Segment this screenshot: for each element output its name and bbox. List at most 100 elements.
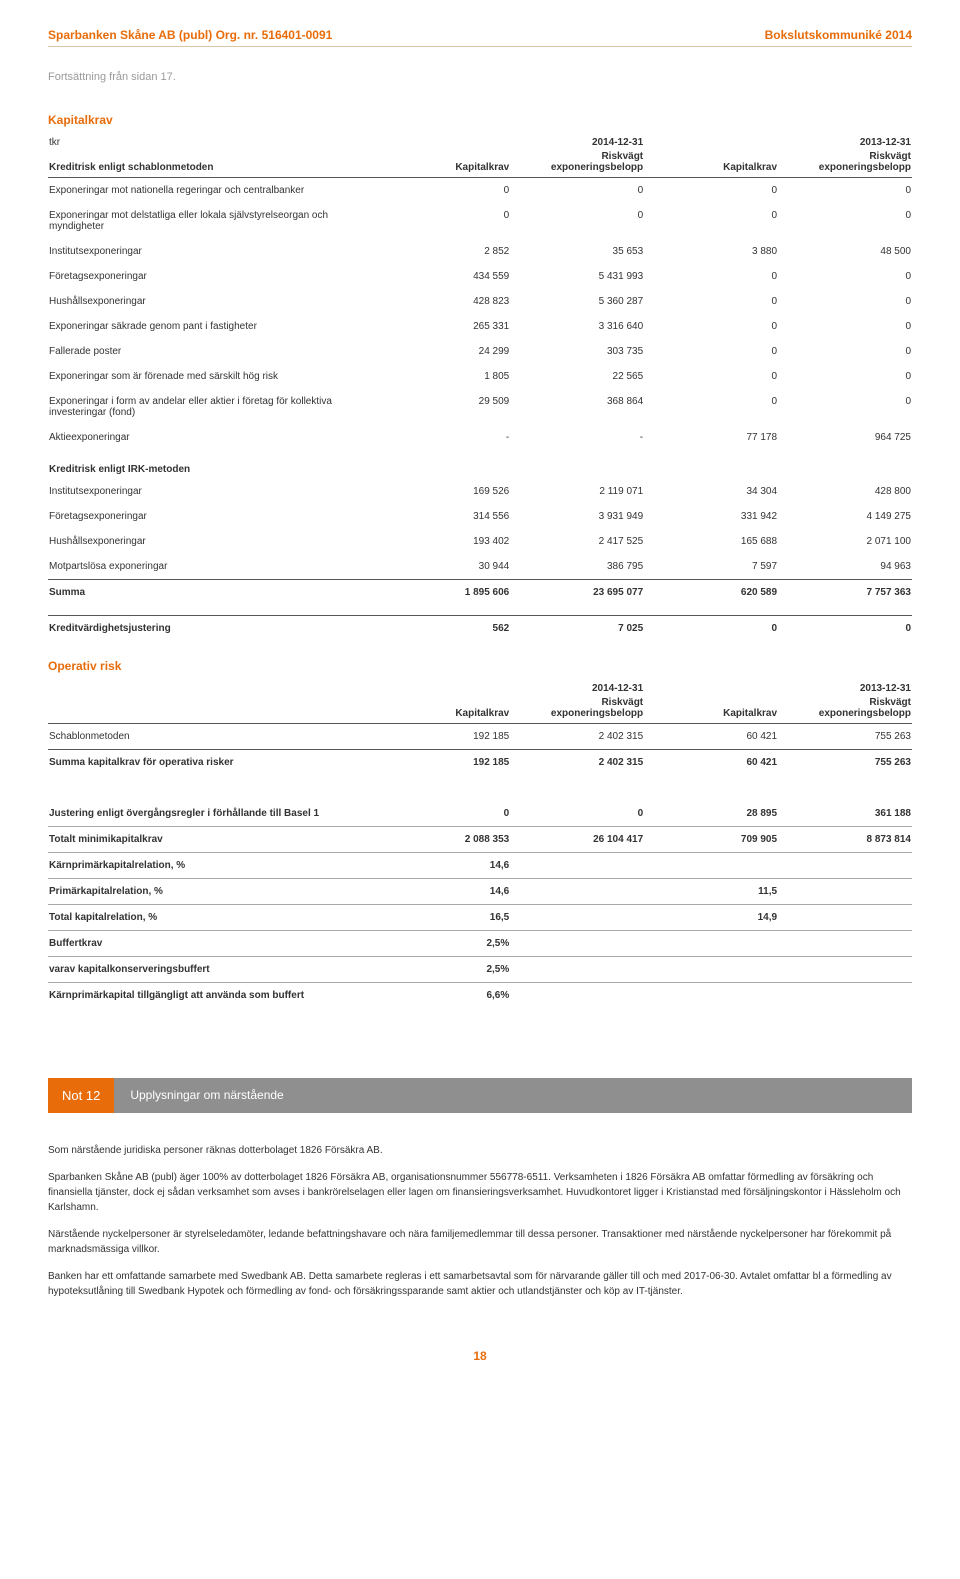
row-value: 303 735 (510, 339, 644, 364)
note-12-header: Not 12 Upplysningar om närstående (48, 1078, 912, 1113)
row-value: 193 402 (376, 529, 510, 554)
schablon-c1: 192 185 (376, 723, 510, 749)
table-row: Justering enligt övergångsregler i förhå… (48, 801, 912, 827)
table-row: Exponeringar mot delstatliga eller lokal… (48, 203, 912, 239)
note-paragraph: Som närstående juridiska personer räknas… (48, 1143, 912, 1158)
row-value: 0 (644, 289, 778, 314)
row-value: 2,5% (376, 956, 510, 982)
kredit-c1: 562 (376, 615, 510, 641)
summa-c2: 23 695 077 (510, 580, 644, 606)
row-label: Exponeringar i form av andelar eller akt… (48, 389, 376, 425)
operativ-table: 2014-12-31 2013-12-31 Kapitalkrav Riskvä… (48, 681, 912, 775)
schablon-label: Schablonmetoden (48, 723, 376, 749)
row-value: 1 805 (376, 364, 510, 389)
row-value: 3 931 949 (510, 504, 644, 529)
row-value: 94 963 (778, 554, 912, 580)
col4-head: Riskvägt exponeringsbelopp (778, 150, 912, 178)
row-value (510, 930, 644, 956)
kredit-c2: 7 025 (510, 615, 644, 641)
row-value: 0 (644, 264, 778, 289)
row-value: 0 (376, 801, 510, 827)
row-value: 4 149 275 (778, 504, 912, 529)
page-header: Sparbanken Skåne AB (publ) Org. nr. 5164… (48, 28, 912, 47)
table-row: Exponeringar i form av andelar eller akt… (48, 389, 912, 425)
op-col3: Kapitalkrav (644, 696, 778, 724)
row-value (644, 930, 778, 956)
col1-head: Kapitalkrav (376, 150, 510, 178)
row-value: 14,6 (376, 852, 510, 878)
row-label: Institutsexponeringar (48, 479, 376, 504)
table-row: Aktieexponeringar--77 178964 725 (48, 425, 912, 450)
row-value: 368 864 (510, 389, 644, 425)
row-value (510, 878, 644, 904)
summa-c1: 1 895 606 (376, 580, 510, 606)
row-label: Total kapitalrelation, % (48, 904, 376, 930)
summa-c4: 7 757 363 (778, 580, 912, 606)
op-year-2014: 2014-12-31 (510, 681, 644, 696)
table-row: Exponeringar mot nationella regeringar o… (48, 178, 912, 204)
row-value: 2,5% (376, 930, 510, 956)
row-value: 0 (376, 178, 510, 204)
kredit-c4: 0 (778, 615, 912, 641)
row-value (510, 982, 644, 1008)
summa-label: Summa (48, 580, 376, 606)
op-col2: Riskvägt exponeringsbelopp (510, 696, 644, 724)
row-label: Exponeringar säkrade genom pant i fastig… (48, 314, 376, 339)
schablon-c4: 755 263 (778, 723, 912, 749)
table-row: Hushållsexponeringar428 8235 360 28700 (48, 289, 912, 314)
row-label: Fallerade poster (48, 339, 376, 364)
row-value: 29 509 (376, 389, 510, 425)
row-value: 0 (510, 801, 644, 827)
row-value: 0 (778, 339, 912, 364)
row-value: 0 (778, 264, 912, 289)
table-row: Hushållsexponeringar193 4022 417 525165 … (48, 529, 912, 554)
row-value: 0 (778, 364, 912, 389)
row-value: 361 188 (778, 801, 912, 827)
row-label: Buffertkrav (48, 930, 376, 956)
table-row: Kärnprimärkapitalrelation, %14,6 (48, 852, 912, 878)
row-value: 35 653 (510, 239, 644, 264)
row-value: 0 (510, 203, 644, 239)
page-number: 18 (48, 1349, 912, 1363)
row-value: 14,9 (644, 904, 778, 930)
row-value: 428 800 (778, 479, 912, 504)
row-value: 165 688 (644, 529, 778, 554)
row-value (778, 982, 912, 1008)
row-label: Företagsexponeringar (48, 264, 376, 289)
row-value: 77 178 (644, 425, 778, 450)
year-2014: 2014-12-31 (510, 135, 644, 150)
kredit-label: Kreditvärdighetsjustering (48, 615, 376, 641)
note-title: Upplysningar om närstående (114, 1078, 912, 1113)
row-value: 0 (510, 178, 644, 204)
row-value: 34 304 (644, 479, 778, 504)
op-summa-label: Summa kapitalkrav för operativa risker (48, 749, 376, 775)
op-col1: Kapitalkrav (376, 696, 510, 724)
table-row: Primärkapitalrelation, %14,611,5 (48, 878, 912, 904)
row-label: Exponeringar mot delstatliga eller lokal… (48, 203, 376, 239)
row-value: 26 104 417 (510, 826, 644, 852)
row-value: 0 (376, 203, 510, 239)
row-value: 0 (778, 178, 912, 204)
row-value: 48 500 (778, 239, 912, 264)
row-label: Justering enligt övergångsregler i förhå… (48, 801, 376, 827)
row-value: 314 556 (376, 504, 510, 529)
op-summa-c4: 755 263 (778, 749, 912, 775)
row-value (644, 852, 778, 878)
row-value (778, 930, 912, 956)
op-summa-c3: 60 421 (644, 749, 778, 775)
operativ-title: Operativ risk (48, 659, 912, 673)
row-value: 386 795 (510, 554, 644, 580)
op-summa-c1: 192 185 (376, 749, 510, 775)
col2-head: Riskvägt exponeringsbelopp (510, 150, 644, 178)
row-value: 14,6 (376, 878, 510, 904)
row-value: 0 (644, 314, 778, 339)
row-value: 3 880 (644, 239, 778, 264)
row-value (644, 982, 778, 1008)
row-value: 434 559 (376, 264, 510, 289)
row-value: 8 873 814 (778, 826, 912, 852)
row-value: 709 905 (644, 826, 778, 852)
row-value: - (376, 425, 510, 450)
schablon-c3: 60 421 (644, 723, 778, 749)
year-2013: 2013-12-31 (778, 135, 912, 150)
row-value: 5 360 287 (510, 289, 644, 314)
